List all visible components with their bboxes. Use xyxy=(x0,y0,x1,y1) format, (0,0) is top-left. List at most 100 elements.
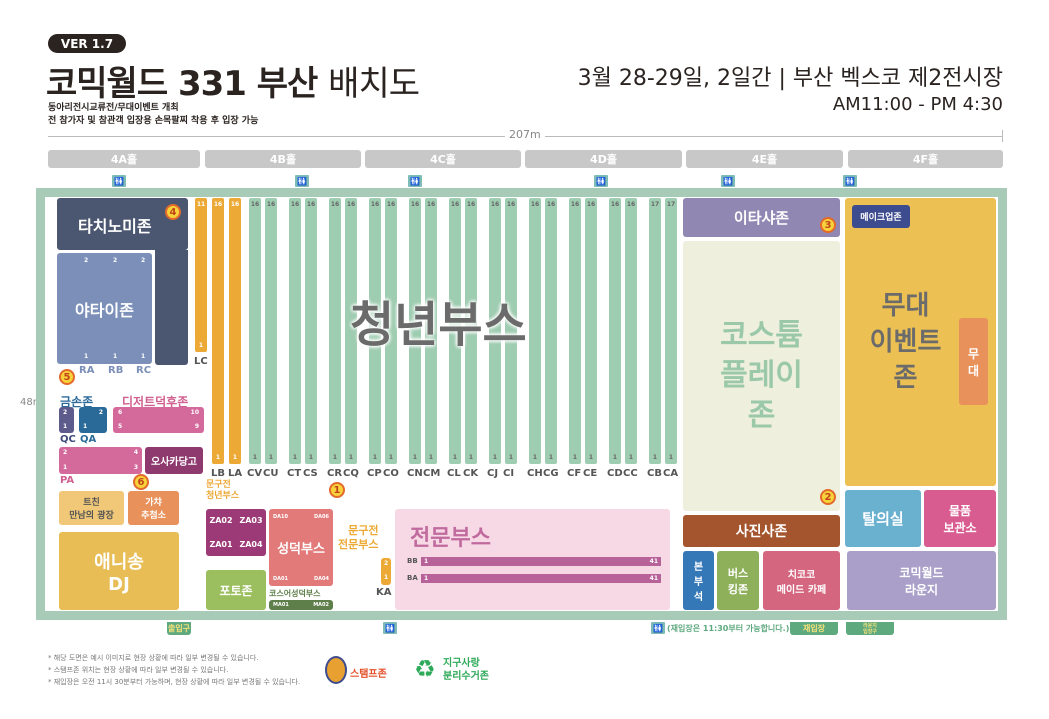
label: 탈의실 xyxy=(862,510,904,528)
booth-column-CT[interactable]: 16 1 xyxy=(289,198,301,464)
pa-label: PA xyxy=(60,475,75,486)
num: 1 xyxy=(308,454,314,461)
num: 16 xyxy=(410,201,420,208)
label: 무 xyxy=(967,346,980,361)
column-label: CR xyxy=(327,468,343,479)
booth-column-CN[interactable]: 16 1 xyxy=(409,198,421,464)
dessert-label: 디저트덕후존 xyxy=(122,395,189,409)
hall-header: 4E홀 xyxy=(686,150,843,168)
num: 1 xyxy=(348,454,354,461)
label: 본 xyxy=(693,562,704,573)
booth-column-LB[interactable]: 16 1 xyxy=(212,198,224,464)
youth-booth-label: 청년부스 xyxy=(350,297,527,353)
num: 1 xyxy=(468,454,474,461)
booth-column-CE[interactable]: 16 1 xyxy=(585,198,597,464)
num: 16 xyxy=(490,201,500,208)
yatai-zone: 야타이존 xyxy=(57,253,152,364)
hall-header: 4A홀 xyxy=(48,150,200,168)
label: 물품 xyxy=(948,503,972,518)
geumson-label: 금손존 xyxy=(60,395,94,409)
num: 1 xyxy=(215,454,221,461)
restroom-icon: 🚻 xyxy=(721,175,735,187)
booth-column-CD[interactable]: 16 1 xyxy=(609,198,621,464)
label: 청년부스 xyxy=(206,491,240,501)
label: 포토존 xyxy=(219,583,253,598)
num: 1 xyxy=(548,454,554,461)
lounge-entrance[interactable]: 라운지 입장구 xyxy=(846,622,894,635)
num: 1 xyxy=(141,353,146,360)
subtitle-1: 동아리전시교류전/무대이벤트 개최 xyxy=(48,103,179,113)
booth-column-CB[interactable]: 17 1 xyxy=(649,198,661,464)
booth-column-CQ[interactable]: 16 1 xyxy=(345,198,357,464)
twitter-meetup-zone: 트친 만남의 광장 xyxy=(59,491,124,525)
num: 2 xyxy=(98,409,103,416)
costume-play-zone: 코스튬 플레이 존 xyxy=(683,241,840,511)
anisong-dj-zone: 애니송 DJ xyxy=(59,532,179,610)
num: 10 xyxy=(190,409,199,416)
booth-column-LC[interactable]: 11 1 xyxy=(195,198,207,352)
event-time: AM11:00 - PM 4:30 xyxy=(832,94,1003,115)
booth-column-CC[interactable]: 16 1 xyxy=(625,198,637,464)
num: 2 xyxy=(141,257,146,264)
booth-column-CI[interactable]: 16 1 xyxy=(505,198,517,464)
label: 문구전 xyxy=(348,524,379,537)
marker-6: 6 xyxy=(133,474,149,490)
maid-cafe: 치코코 메이드 카페 xyxy=(763,551,840,610)
ka-label: KA xyxy=(376,587,392,598)
osaka-label: 오사카당고 xyxy=(151,457,197,468)
booth-column-CH[interactable]: 16 1 xyxy=(529,198,541,464)
num: 16 xyxy=(213,201,223,208)
num: 1 xyxy=(292,454,298,461)
column-label: LB xyxy=(211,468,225,479)
stamp-zone-legend: 스탬프존 xyxy=(350,669,387,680)
storage-zone: 물품 보관소 xyxy=(924,490,996,547)
column-label: CC xyxy=(623,468,638,479)
label: DJ xyxy=(108,573,130,595)
booth-column-CU[interactable]: 16 1 xyxy=(265,198,277,464)
entrance[interactable]: 출입구 xyxy=(167,622,191,635)
booth-column-CJ[interactable]: 16 1 xyxy=(489,198,501,464)
num: DA10 xyxy=(273,514,288,520)
num: 16 xyxy=(546,201,556,208)
subtitle-2: 전 참가자 및 참관객 입장용 손목팔찌 착용 후 입장 가능 xyxy=(48,116,259,126)
hall-header: 4D홀 xyxy=(525,150,682,168)
stamp-mascot-icon xyxy=(325,656,347,684)
page-title: 코믹월드 331 부산 배치도 xyxy=(46,56,420,105)
ba-label: BA xyxy=(407,574,418,582)
booth-column-CS[interactable]: 16 1 xyxy=(305,198,317,464)
booth-column-CV[interactable]: 16 1 xyxy=(249,198,261,464)
label: 이벤트 xyxy=(869,327,942,357)
booth-column-CO[interactable]: 16 1 xyxy=(385,198,397,464)
marker-1: 1 xyxy=(329,482,345,498)
booth-column-CK[interactable]: 16 1 xyxy=(465,198,477,464)
label: 라운지 xyxy=(904,582,939,597)
num: 2 xyxy=(84,257,89,264)
column-label: LC xyxy=(194,356,208,367)
booth-column-LA[interactable]: 16 1 xyxy=(229,198,241,464)
booth-column-CM[interactable]: 16 1 xyxy=(425,198,437,464)
label: 트친 xyxy=(83,498,100,508)
booth-column-CR[interactable]: 16 1 xyxy=(329,198,341,464)
label: 성덕부스 xyxy=(277,542,325,557)
num: 5 xyxy=(118,423,123,430)
marker-2: 2 xyxy=(820,489,836,505)
makeup-zone: 메이크업존 xyxy=(852,205,910,228)
column-label: CV xyxy=(247,468,263,479)
stationery-pro-label: 문구전 전문부스 xyxy=(338,524,378,552)
pa-booth: 2 4 1 3 xyxy=(59,447,142,474)
restroom-icon: 🚻 xyxy=(651,622,665,634)
booth-column-CF[interactable]: 16 1 xyxy=(569,198,581,464)
num: 1 xyxy=(424,558,429,565)
gacha-zone: 가챠 추첨소 xyxy=(128,491,179,525)
booth-column-CL[interactable]: 16 1 xyxy=(449,198,461,464)
num: 16 xyxy=(230,201,240,208)
num: MA01 xyxy=(273,602,289,608)
booth-column-CP[interactable]: 16 1 xyxy=(369,198,381,464)
num: 2 xyxy=(63,409,68,416)
num: 1 xyxy=(572,454,578,461)
booth-column-CA[interactable]: 17 1 xyxy=(665,198,677,464)
booth-column-CG[interactable]: 16 1 xyxy=(545,198,557,464)
event-date: 3월 28-29일, 2일간 | 부산 벡스코 제2전시장 xyxy=(577,66,1003,91)
reentry-gate[interactable]: 재입장 xyxy=(790,622,838,635)
